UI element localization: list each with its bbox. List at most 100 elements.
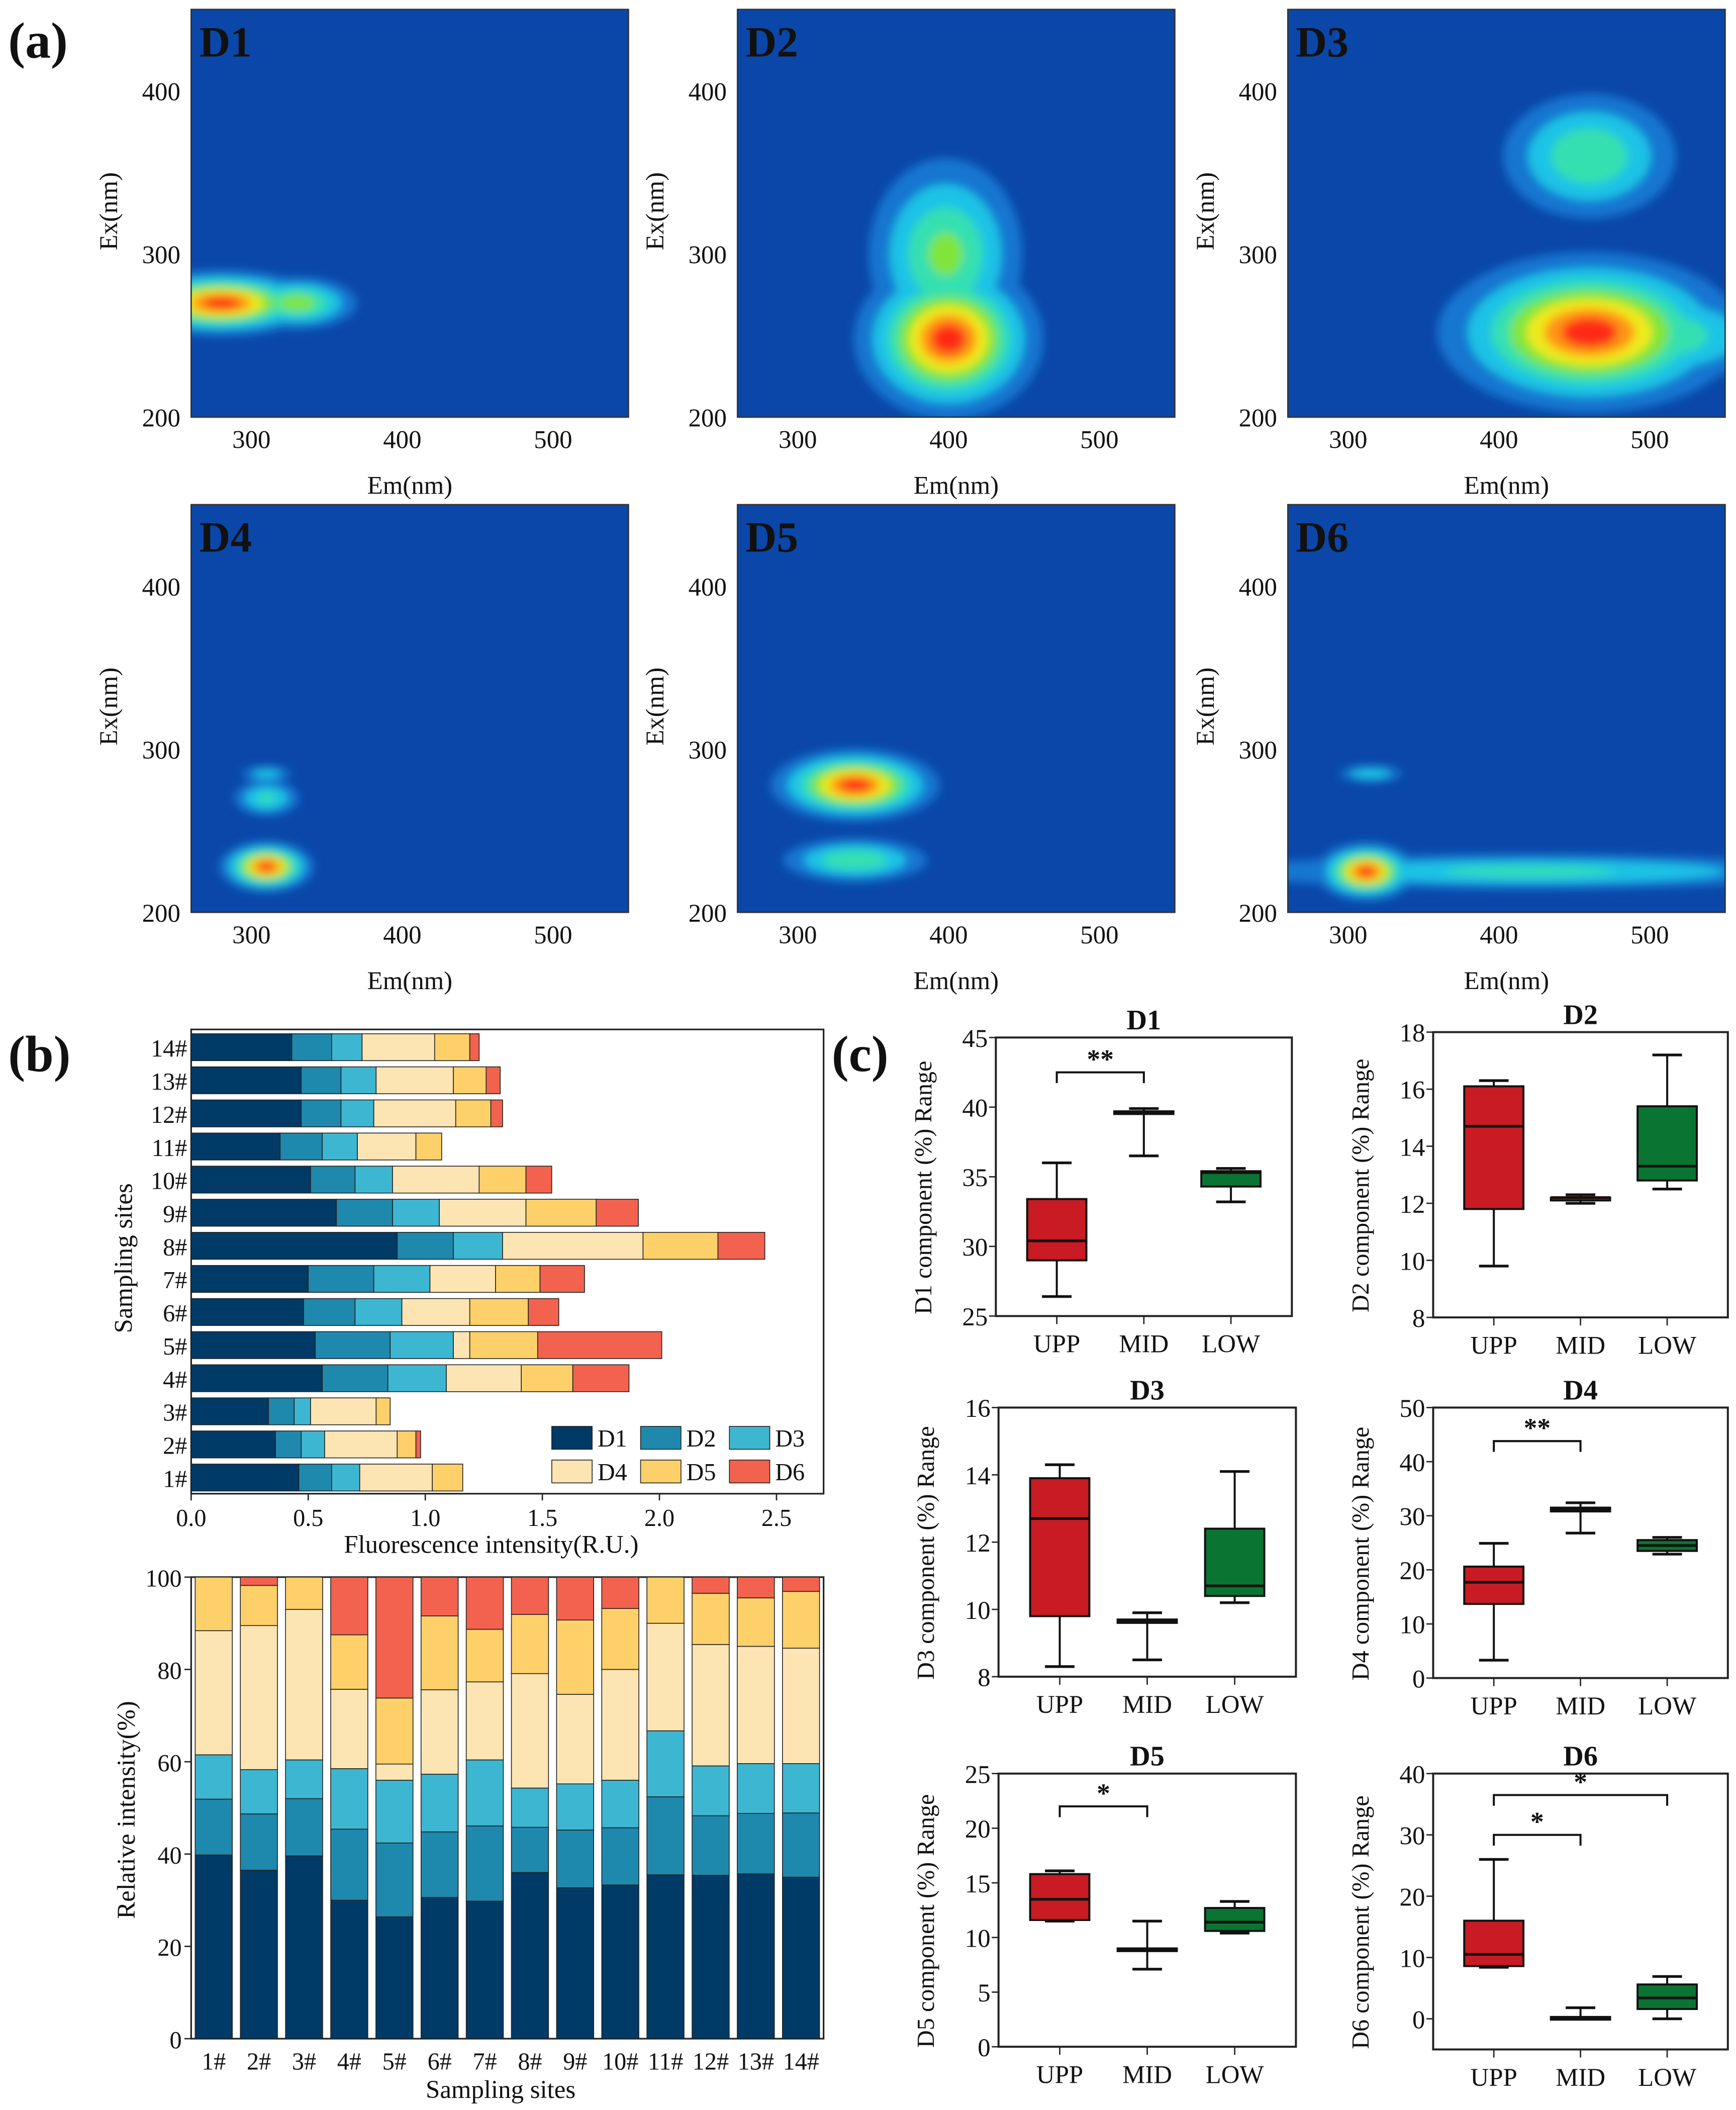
eem-x-tick: 400 — [1480, 426, 1518, 454]
bar-segment-D5 — [556, 1619, 595, 1695]
eem-x-tick: 500 — [1080, 426, 1118, 454]
bar-segment-D1 — [190, 1232, 398, 1260]
legend-swatch-D1 — [551, 1426, 593, 1450]
y-tick-label: 14 — [965, 1462, 991, 1490]
eem-x-tick: 300 — [779, 921, 817, 949]
eem-panel-D3: D3 300 400 500 200 300 400 Em(nm) Ex(nm) — [1192, 9, 1726, 500]
eem-contour-level — [1551, 128, 1628, 184]
y-tick-label: 60 — [157, 1750, 181, 1777]
y-tick-label: 30 — [962, 1234, 988, 1262]
bar-segment-D5 — [469, 1331, 538, 1359]
bar-segment-D1 — [190, 1331, 316, 1359]
boxplot-title: D4 — [1563, 1375, 1598, 1406]
bar-segment-D5 — [432, 1464, 463, 1492]
eem-y-tick: 400 — [689, 573, 727, 602]
eem-contour-level — [278, 295, 315, 311]
eem-y-tick: 300 — [142, 241, 180, 269]
bar-segment-D1 — [465, 1900, 504, 2039]
x-tick-label: UPP — [1471, 1331, 1517, 1360]
y-tick-label: 16 — [965, 1395, 991, 1423]
bar-segment-D6 — [415, 1430, 421, 1459]
y-axis-title: Relative intensity(%) — [113, 1701, 141, 1919]
eem-x-tick: 300 — [779, 426, 817, 454]
eem-frame — [1287, 504, 1726, 913]
y-axis-title: D5 component (%) Range — [913, 1794, 939, 2048]
bar-segment-D4 — [453, 1331, 470, 1359]
bar-segment-D1 — [692, 1875, 730, 2039]
bar-segment-D1 — [190, 1066, 302, 1094]
eem-blur — [853, 158, 1044, 417]
bar-segment-D4 — [601, 1669, 639, 1781]
bar-segment-D2 — [315, 1331, 391, 1359]
eem-panel-D6: D6 300 400 500 200 300 400 Em(nm) Ex(nm) — [1192, 504, 1726, 995]
bar-segment-D4 — [357, 1132, 417, 1161]
bar-segment-D4 — [324, 1430, 398, 1459]
eem-title: D1 — [199, 18, 252, 66]
x-tick-label: 8# — [518, 2049, 542, 2075]
eem-x-tick: 500 — [534, 921, 572, 949]
bar-segment-D4 — [392, 1166, 480, 1194]
bar-segment-D6 — [556, 1576, 595, 1620]
significance-label: ** — [1524, 1413, 1551, 1443]
significance-bracket — [1493, 1794, 1669, 1806]
x-tick-label: 1.0 — [410, 1505, 440, 1531]
y-tick-label: 8 — [1412, 1305, 1425, 1333]
eem-y-tick: 400 — [142, 573, 180, 602]
legend-label: D2 — [687, 1425, 716, 1452]
eem-blur — [219, 765, 314, 893]
bar-segment-D5 — [375, 1397, 391, 1425]
eem-blur — [191, 270, 357, 336]
eem-frame — [736, 9, 1176, 418]
x-tick-label: 0.5 — [293, 1505, 323, 1531]
y-tick-label: 40 — [1400, 1449, 1425, 1477]
bar-segment-D5 — [465, 1628, 504, 1683]
bar-segment-D1 — [601, 1884, 639, 2039]
eem-contour-level — [839, 778, 871, 792]
boxplot-title: D5 — [1130, 1741, 1165, 1772]
bar-segment-D1 — [190, 1265, 309, 1293]
bar-segment-D5 — [782, 1591, 820, 1649]
bar-segment-D1 — [190, 1364, 323, 1392]
y-tick-label: 0 — [169, 2027, 181, 2054]
bar-segment-D2 — [303, 1298, 356, 1326]
x-tick-label: 1.5 — [527, 1505, 557, 1531]
eem-x-tick: 300 — [232, 921, 270, 949]
eem-x-label: Em(nm) — [1464, 967, 1550, 995]
bar-segment-D3 — [294, 1397, 311, 1425]
bar-segment-D5 — [469, 1298, 529, 1326]
bar-segment-D3 — [737, 1763, 775, 1814]
eem-y-label: Ex(nm) — [1192, 667, 1220, 745]
eem-contour-level — [203, 297, 240, 309]
bar-segment-D6 — [601, 1576, 639, 1609]
bar-segment-D4 — [420, 1689, 459, 1775]
y-tick-label: 12# — [151, 1102, 187, 1128]
bar-segment-D1 — [190, 1166, 311, 1194]
y-tick-label: 30 — [1400, 1822, 1425, 1850]
x-tick-label: 3# — [292, 2049, 316, 2075]
y-tick-label: 8# — [163, 1234, 187, 1261]
bar-segment-D4 — [502, 1232, 644, 1260]
eem-contours — [191, 270, 357, 336]
eem-frame — [190, 504, 629, 913]
eem-frame — [736, 504, 1176, 913]
x-tick-label: LOW — [1638, 1692, 1696, 1720]
eem-panel-D1: D1 300 400 500 200 300 400 Em(nm) Ex(nm) — [95, 9, 629, 500]
boxplot-panel-D4: D4 0 10 20 30 40 50 D4 component (%) Range UPP MI… — [1347, 1375, 1729, 1720]
eem-frame — [190, 9, 629, 418]
bar-segment-D1 — [195, 1854, 233, 2039]
y-tick-label: 40 — [1400, 1761, 1425, 1789]
bar-segment-D1 — [190, 1199, 337, 1227]
bar-segment-D3 — [453, 1232, 503, 1260]
bar-segment-D6 — [692, 1576, 730, 1594]
bar-segment-D5 — [737, 1597, 775, 1647]
y-axis-title: D3 component (%) Range — [913, 1426, 939, 1680]
y-tick-label: 14 — [1400, 1133, 1425, 1162]
bar-segment-D1 — [190, 1033, 293, 1062]
eem-y-label: Ex(nm) — [1192, 172, 1220, 250]
y-tick-label: 20 — [157, 1935, 181, 1961]
bar-segment-D6 — [737, 1576, 775, 1598]
bar-segment-D2 — [511, 1827, 549, 1873]
eem-contour-level — [253, 769, 280, 779]
x-tick-label: UPP — [1471, 1692, 1517, 1720]
x-tick-label: UPP — [1471, 2064, 1517, 2092]
